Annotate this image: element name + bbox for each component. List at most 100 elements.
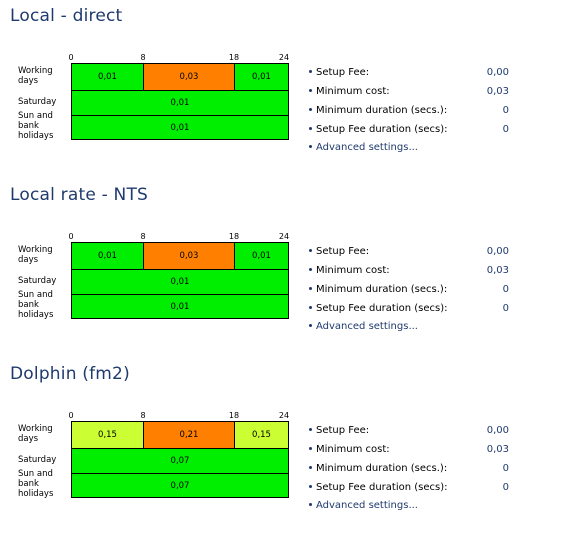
bullet-icon [309, 305, 312, 309]
setting-label: Minimum duration (secs.): [316, 463, 448, 474]
setting-label: Setup Fee duration (secs): [316, 124, 448, 135]
hour-tick-label: 24 [278, 232, 290, 241]
setting-label: Minimum duration (secs.): [316, 284, 448, 295]
setting-value: 0,00 [486, 425, 509, 436]
rate-cell-working-peak[interactable]: 0,21 [144, 422, 235, 449]
rate-cell-holidays[interactable]: 0,01 [72, 116, 288, 139]
setting-label: Minimum duration (secs.): [316, 105, 448, 116]
bullet-icon [309, 144, 312, 148]
bullet-icon [309, 286, 312, 290]
row-label-saturday: Saturday [18, 97, 57, 107]
rate-cell-working-peak[interactable]: 0,03 [144, 64, 235, 91]
setting-minimum-duration: Minimum duration (secs.): 0 [309, 104, 509, 118]
hour-tick-label: 8 [140, 232, 146, 241]
time-rate-grid: 0,01 0,03 0,01 0,01 0,01 [71, 63, 289, 140]
setting-setup-fee: Setup Fee: 0,00 [309, 66, 509, 80]
setting-minimum-cost: Minimum cost: 0,03 [309, 85, 509, 99]
bullet-icon [309, 427, 312, 431]
setting-label: Setup Fee duration (secs): [316, 482, 448, 493]
bullet-icon [309, 88, 312, 92]
row-label-holidays: Sun and bank holidays [18, 469, 54, 499]
advanced-settings-row: Advanced settings... [309, 499, 509, 513]
rate-cell-working-offpeak-evening[interactable]: 0,15 [235, 422, 288, 449]
setting-value: 0 [502, 482, 509, 493]
row-label-working-days: Working days [18, 66, 53, 86]
setting-minimum-cost: Minimum cost: 0,03 [309, 264, 509, 278]
setting-setup-fee-duration: Setup Fee duration (secs): 0 [309, 302, 509, 316]
hour-tick-label: 24 [278, 411, 290, 420]
setting-setup-fee-duration: Setup Fee duration (secs): 0 [309, 481, 509, 495]
row-label-holidays: Sun and bank holidays [18, 111, 54, 141]
setting-setup-fee-duration: Setup Fee duration (secs): 0 [309, 123, 509, 137]
tariff-title: Dolphin (fm2) [10, 364, 130, 384]
setting-label: Minimum cost: [316, 265, 390, 276]
row-label-working-days: Working days [18, 424, 53, 444]
setting-value: 0,00 [486, 246, 509, 257]
rate-cell-working-offpeak-evening[interactable]: 0,01 [235, 243, 288, 270]
bullet-icon [309, 126, 312, 130]
setting-label: Setup Fee: [316, 246, 370, 257]
tariff-title: Local - direct [10, 6, 123, 26]
bullet-icon [309, 323, 312, 327]
rate-cell-holidays[interactable]: 0,01 [72, 295, 288, 318]
hour-tick-label: 8 [140, 411, 146, 420]
rate-cell-holidays[interactable]: 0,07 [72, 474, 288, 497]
time-rate-grid: 0,15 0,21 0,15 0,07 0,07 [71, 421, 289, 498]
bullet-icon [309, 465, 312, 469]
rate-cell-saturday[interactable]: 0,01 [72, 270, 288, 295]
setting-value: 0,03 [486, 444, 509, 455]
bullet-icon [309, 502, 312, 506]
tariff-section-3: Dolphin (fm2) 0 8 18 24 Working days Sat… [0, 358, 580, 528]
setting-minimum-cost: Minimum cost: 0,03 [309, 443, 509, 457]
rate-cell-working-peak[interactable]: 0,03 [144, 243, 235, 270]
tariff-section-2: Local rate - NTS 0 8 18 24 Working days … [0, 179, 580, 349]
setting-value: 0 [502, 124, 509, 135]
hour-tick-label: 18 [228, 53, 240, 62]
setting-setup-fee: Setup Fee: 0,00 [309, 424, 509, 438]
rate-cell-working-offpeak-morning[interactable]: 0,15 [72, 422, 144, 449]
setting-label: Minimum cost: [316, 444, 390, 455]
rate-cell-working-offpeak-evening[interactable]: 0,01 [235, 64, 288, 91]
hour-tick-label: 18 [228, 232, 240, 241]
hour-tick-label: 0 [68, 53, 74, 62]
hour-tick-label: 0 [68, 232, 74, 241]
advanced-settings-link[interactable]: Advanced settings... [316, 142, 418, 153]
hour-tick-label: 24 [278, 53, 290, 62]
setting-value: 0 [502, 463, 509, 474]
setting-minimum-duration: Minimum duration (secs.): 0 [309, 462, 509, 476]
setting-setup-fee: Setup Fee: 0,00 [309, 245, 509, 259]
row-label-saturday: Saturday [18, 455, 57, 465]
setting-value: 0,00 [486, 67, 509, 78]
row-label-holidays: Sun and bank holidays [18, 290, 54, 320]
hour-tick-label: 8 [140, 53, 146, 62]
tariff-section-1: Local - direct 0 8 18 24 Working days Sa… [0, 0, 580, 170]
setting-minimum-duration: Minimum duration (secs.): 0 [309, 283, 509, 297]
rate-cell-working-offpeak-morning[interactable]: 0,01 [72, 243, 144, 270]
rate-cell-working-offpeak-morning[interactable]: 0,01 [72, 64, 144, 91]
advanced-settings-row: Advanced settings... [309, 320, 509, 334]
advanced-settings-row: Advanced settings... [309, 141, 509, 155]
setting-label: Setup Fee: [316, 67, 370, 78]
bullet-icon [309, 267, 312, 271]
tariff-title: Local rate - NTS [10, 185, 149, 205]
row-label-working-days: Working days [18, 245, 53, 265]
advanced-settings-link[interactable]: Advanced settings... [316, 500, 418, 511]
hour-tick-label: 18 [228, 411, 240, 420]
bullet-icon [309, 446, 312, 450]
setting-value: 0 [502, 105, 509, 116]
bullet-icon [309, 69, 312, 73]
setting-value: 0 [502, 303, 509, 314]
setting-value: 0,03 [486, 265, 509, 276]
setting-value: 0,03 [486, 86, 509, 97]
bullet-icon [309, 248, 312, 252]
rate-cell-saturday[interactable]: 0,07 [72, 449, 288, 474]
row-label-saturday: Saturday [18, 276, 57, 286]
rate-cell-saturday[interactable]: 0,01 [72, 91, 288, 116]
setting-label: Setup Fee: [316, 425, 370, 436]
bullet-icon [309, 107, 312, 111]
setting-value: 0 [502, 284, 509, 295]
time-rate-grid: 0,01 0,03 0,01 0,01 0,01 [71, 242, 289, 319]
advanced-settings-link[interactable]: Advanced settings... [316, 321, 418, 332]
setting-label: Minimum cost: [316, 86, 390, 97]
bullet-icon [309, 484, 312, 488]
